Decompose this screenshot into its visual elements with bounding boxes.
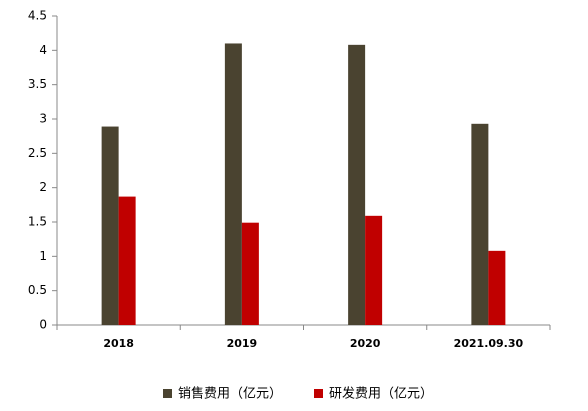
y-tick-label: 4.5 [28, 9, 47, 23]
y-tick-label: 3.5 [28, 77, 47, 91]
y-tick-label: 1.5 [28, 215, 47, 229]
bar [118, 196, 136, 325]
y-tick-label: 2.5 [28, 146, 47, 160]
legend-label: 研发费用（亿元） [329, 386, 433, 402]
x-tick-label: 2020 [350, 337, 381, 350]
bar [471, 123, 489, 325]
y-tick-label: 1 [39, 249, 47, 263]
legend-swatch [163, 389, 172, 398]
y-tick-label: 0.5 [28, 283, 47, 297]
y-tick-label: 3 [39, 112, 47, 126]
bar [488, 250, 506, 325]
legend-swatch [314, 389, 323, 398]
bar [241, 222, 259, 325]
bar [224, 43, 242, 325]
y-tick-label: 2 [39, 180, 47, 194]
x-tick-label: 2018 [103, 337, 134, 350]
x-tick-label: 2019 [227, 337, 258, 350]
legend-label: 销售费用（亿元） [178, 386, 282, 402]
y-tick-label: 4 [39, 43, 47, 57]
bar [365, 215, 383, 325]
y-tick-label: 0 [39, 318, 47, 332]
x-tick-label: 2021.09.30 [454, 337, 524, 350]
bar [348, 44, 366, 326]
bar [101, 126, 119, 325]
